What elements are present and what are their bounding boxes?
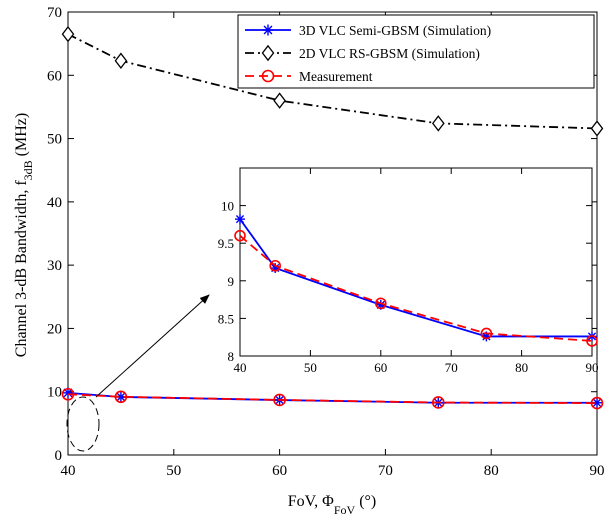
- main-y-tick-label: 20: [47, 321, 62, 337]
- main-plot-series: [61, 25, 604, 410]
- zoom-region-ellipse: [66, 396, 100, 452]
- inset-series-0-point: [235, 214, 245, 225]
- main-y-tick-label: 60: [47, 68, 62, 84]
- inset-y-tick-label: 10: [221, 199, 234, 214]
- inset-x-tick-label: 70: [445, 360, 458, 375]
- y-axis-label: Channel 3-dB Bandwidth, f3dB (MHz): [13, 113, 35, 357]
- inset-series-1-point: [586, 335, 598, 347]
- x-axis-label: FoV, ΦFoV (°): [288, 493, 377, 517]
- inset-x-tick-label: 50: [304, 360, 317, 375]
- inset-axis-ticks: 40 50 60 70 80 90 8 8.5 9 9.5 10: [218, 168, 599, 375]
- legend-marker-0: [262, 24, 274, 36]
- inset-series-1-point: [269, 259, 282, 272]
- main-series-1-point: [431, 115, 445, 132]
- main-series-2-point: [273, 393, 286, 407]
- main-axis-ticks: 40 50 60 70 80 90 0 10 20 30 40 50 60 70: [47, 5, 605, 479]
- main-x-tick-label: 70: [378, 463, 393, 479]
- inset-y-tick-label: 9.5: [218, 236, 234, 251]
- main-series-2-point: [590, 396, 604, 410]
- main-y-tick-label: 30: [47, 258, 62, 274]
- main-y-tick-label: 0: [55, 448, 63, 464]
- legend-entry-1: 2D VLC RS-GBSM (Simulation): [299, 46, 480, 61]
- legend-entry-2: Measurement: [299, 69, 373, 84]
- inset-y-tick-label: 8.5: [218, 311, 234, 326]
- main-series-2-point: [114, 390, 128, 404]
- inset-y-tick-label: 9: [228, 274, 235, 289]
- main-series-1-point: [114, 52, 128, 69]
- inset-series-1-point: [480, 327, 493, 340]
- main-y-tick-label: 70: [47, 5, 62, 21]
- main-y-tick-label: 40: [47, 195, 62, 211]
- main-series-2-point: [61, 387, 75, 401]
- main-series-1-point: [273, 92, 286, 109]
- zoom-arrow: [95, 294, 210, 398]
- inset-plot-area: [239, 167, 593, 357]
- legend-marker-2: [261, 69, 275, 83]
- legend-box: [237, 14, 595, 89]
- main-x-tick-label: 50: [166, 463, 181, 479]
- main-x-tick-label: 60: [272, 463, 287, 479]
- legend: 3D VLC Semi-GBSM (Simulation) 2D VLC RS-G…: [237, 14, 595, 89]
- inset-series-line-1: [239, 234, 593, 342]
- inset-x-tick-label: 60: [374, 360, 387, 375]
- main-series-2-point: [431, 396, 445, 409]
- inset-series-1-point: [234, 229, 246, 242]
- inset-y-tick-label: 8: [228, 349, 235, 364]
- inset-plot-series: [234, 214, 598, 347]
- main-y-tick-label: 50: [47, 132, 62, 148]
- inset-x-tick-label: 40: [234, 360, 247, 375]
- main-series-1-point: [61, 25, 75, 43]
- legend-entry-0: 3D VLC Semi-GBSM (Simulation): [299, 23, 491, 38]
- inset-series-1-point: [374, 297, 387, 310]
- main-x-tick-label: 90: [590, 463, 605, 479]
- main-series-line-2: [67, 393, 598, 405]
- main-y-tick-label: 10: [47, 385, 62, 401]
- inset-x-tick-label: 90: [586, 360, 599, 375]
- main-series-1-point: [590, 120, 604, 137]
- main-x-tick-label: 40: [61, 463, 76, 479]
- main-x-tick-label: 80: [484, 463, 499, 479]
- legend-marker-1: [261, 44, 275, 62]
- inset-x-tick-label: 80: [515, 360, 528, 375]
